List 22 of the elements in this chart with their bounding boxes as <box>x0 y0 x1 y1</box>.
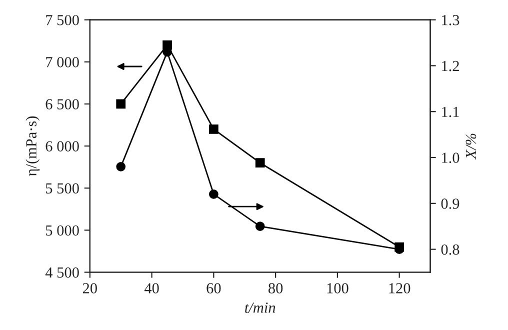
y-tick-label: 7 500 <box>46 14 79 26</box>
y-tick-label: 5 000 <box>46 225 79 236</box>
x-tick-label: 100 <box>327 283 348 294</box>
x-tick-label: 120 <box>389 283 410 294</box>
y2-tick-label: 1.2 <box>442 60 459 72</box>
y-tick-label: 5 500 <box>46 183 79 194</box>
x-axis-title: t/min <box>245 302 276 313</box>
y2-tick-label: 0.8 <box>441 244 460 255</box>
y-tick-label: 4 500 <box>45 267 79 278</box>
y2-tick-label: 0.9 <box>441 198 460 209</box>
y2-tick-label: 1.0 <box>442 152 460 164</box>
x-tick-label: 80 <box>268 283 283 294</box>
x-tick-label: 20 <box>82 283 97 294</box>
y-tick-label: 6 000 <box>46 141 79 152</box>
x-tick-label: 40 <box>144 283 159 294</box>
y2-axis-title: X/% <box>466 134 476 160</box>
y-tick-label: 6 500 <box>46 99 79 110</box>
y2-tick-label: 1.3 <box>442 14 460 26</box>
y2-tick-label: 1.1 <box>442 106 459 118</box>
y-axis-title: η/(mPa·s) <box>26 116 40 176</box>
x-tick-label: 60 <box>206 283 221 294</box>
y-tick-label: 7 000 <box>46 57 79 68</box>
